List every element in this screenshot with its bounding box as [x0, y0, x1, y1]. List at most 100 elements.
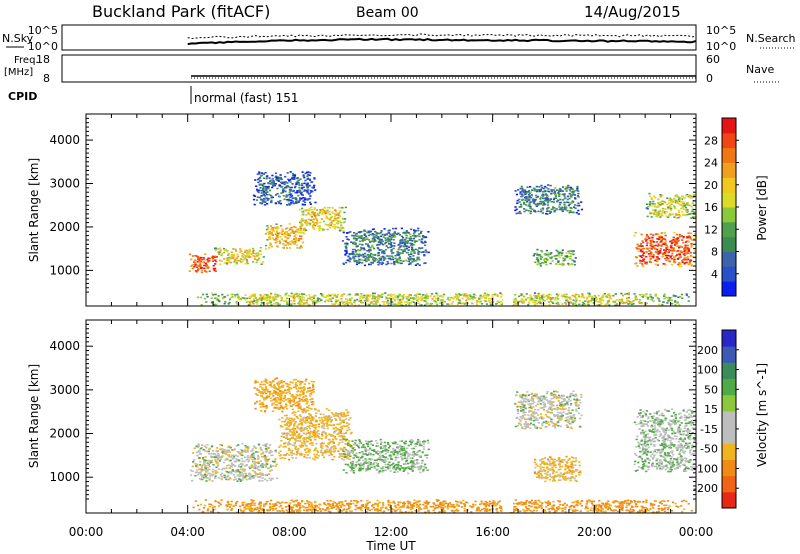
echo-cell — [254, 472, 258, 475]
echo-cell — [223, 476, 226, 479]
echo-cell — [295, 183, 298, 185]
echo-cell — [339, 455, 342, 457]
echo-cell — [460, 302, 463, 305]
echo-cell — [368, 303, 371, 306]
echo-cell — [687, 250, 690, 252]
echo-cell — [284, 175, 287, 178]
echo-cell — [390, 300, 393, 303]
echo-cell — [305, 189, 308, 192]
echo-cell — [612, 294, 615, 297]
echo-cell — [294, 233, 297, 236]
echo-cell — [339, 228, 342, 230]
echo-cell — [407, 246, 411, 248]
echo-cell — [380, 230, 383, 232]
echo-cell — [358, 442, 361, 444]
echo-cell — [191, 255, 195, 257]
echo-cell — [555, 258, 558, 260]
echo-cell — [403, 241, 406, 243]
echo-cell — [261, 463, 264, 465]
echo-cell — [366, 243, 369, 245]
echo-cell — [577, 294, 580, 296]
echo-cell — [305, 451, 308, 454]
echo-cell — [358, 243, 361, 246]
echo-cell — [555, 249, 558, 252]
echo-cell — [283, 420, 286, 423]
echo-cell — [205, 480, 208, 482]
echo-cell — [520, 205, 523, 208]
echo-cell — [484, 300, 487, 302]
echo-cell — [219, 448, 222, 450]
echo-cell — [469, 295, 472, 297]
echo-cell — [670, 299, 673, 302]
echo-cell — [413, 229, 416, 231]
echo-cell — [298, 238, 301, 240]
echo-cell — [282, 189, 285, 192]
echo-cell — [252, 252, 255, 254]
echo-cell — [249, 301, 252, 304]
echo-cell — [232, 474, 236, 476]
echo-cell — [285, 437, 288, 439]
echo-cell — [363, 294, 366, 297]
echo-cell — [568, 203, 571, 206]
echo-cell — [291, 444, 294, 447]
echo-cell — [667, 298, 670, 300]
echo-cell — [214, 472, 217, 474]
echo-cell — [288, 198, 291, 201]
echo-cell — [259, 446, 262, 449]
echo-cell — [622, 302, 625, 305]
echo-cell — [288, 417, 292, 420]
echo-cell — [379, 239, 382, 241]
echo-cell — [354, 455, 357, 457]
echo-cell — [265, 228, 269, 231]
echo-cell — [189, 469, 193, 472]
echo-cell — [304, 209, 308, 211]
echo-cell — [264, 445, 267, 447]
echo-cell — [256, 252, 259, 254]
echo-cell — [360, 442, 363, 444]
echo-cell — [399, 303, 402, 306]
echo-cell — [264, 448, 268, 450]
echo-cell — [260, 464, 263, 467]
echo-cell — [563, 197, 566, 200]
echo-cell — [287, 428, 290, 430]
echo-cell — [310, 422, 313, 425]
echo-cell — [306, 440, 309, 443]
echo-cell — [658, 303, 661, 306]
echo-cell — [678, 209, 681, 212]
echo-cell — [382, 236, 385, 238]
echo-cell — [296, 293, 299, 296]
echo-cell — [331, 226, 334, 228]
echo-cell — [684, 206, 688, 209]
echo-cell — [305, 229, 308, 231]
echo-cell — [348, 293, 351, 296]
echo-cell — [282, 446, 285, 448]
echo-cell — [224, 459, 227, 461]
echo-cell — [324, 433, 327, 435]
echo-cell — [668, 260, 672, 263]
echo-cell — [326, 228, 329, 231]
echo-cell — [353, 232, 356, 234]
echo-cell — [232, 457, 236, 459]
echo-cell — [268, 296, 271, 298]
echo-cell — [290, 451, 293, 453]
echo-cell — [546, 198, 549, 201]
echo-cell — [259, 472, 262, 474]
echo-cell — [204, 459, 207, 462]
echo-cell — [425, 251, 428, 253]
echo-cell — [325, 217, 328, 219]
echo-cell — [301, 182, 304, 185]
echo-cell — [388, 257, 392, 260]
echo-cell — [270, 245, 273, 248]
echo-cell — [417, 302, 421, 305]
echo-cell — [307, 171, 310, 173]
echo-cell — [678, 236, 681, 238]
echo-cell — [496, 295, 499, 297]
echo-cell — [535, 258, 538, 261]
echo-cell — [308, 433, 311, 435]
echo-cell — [396, 261, 399, 264]
echo-cell — [663, 211, 666, 213]
echo-cell — [657, 233, 660, 235]
echo-cell — [684, 241, 688, 243]
echo-cell — [421, 235, 425, 237]
echo-cell — [604, 303, 607, 306]
